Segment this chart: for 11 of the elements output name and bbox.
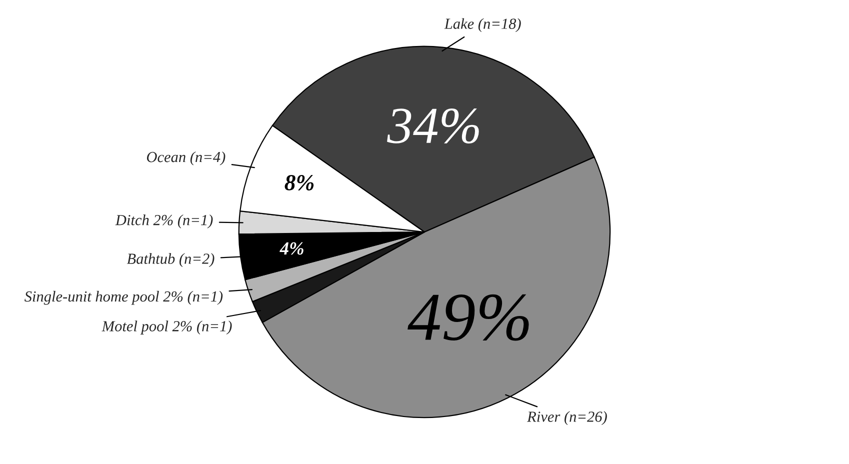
slice-label: Ocean (n=4): [146, 151, 226, 166]
slice-label: Bathtub (n=2): [126, 253, 214, 268]
slice-label: Single-unit home pool 2% (n=1): [24, 290, 223, 305]
data-label: 49%: [408, 294, 529, 341]
slice-label: Motel pool 2% (n=1): [102, 320, 232, 334]
slice-label: Ditch 2% (n=1): [115, 214, 213, 228]
data-label: 34%: [387, 108, 479, 144]
data-label: 8%: [284, 175, 314, 190]
slice-label: River (n=26): [527, 411, 607, 425]
data-label: 4%: [280, 242, 304, 255]
slice-label: Lake (n=18): [444, 18, 521, 32]
